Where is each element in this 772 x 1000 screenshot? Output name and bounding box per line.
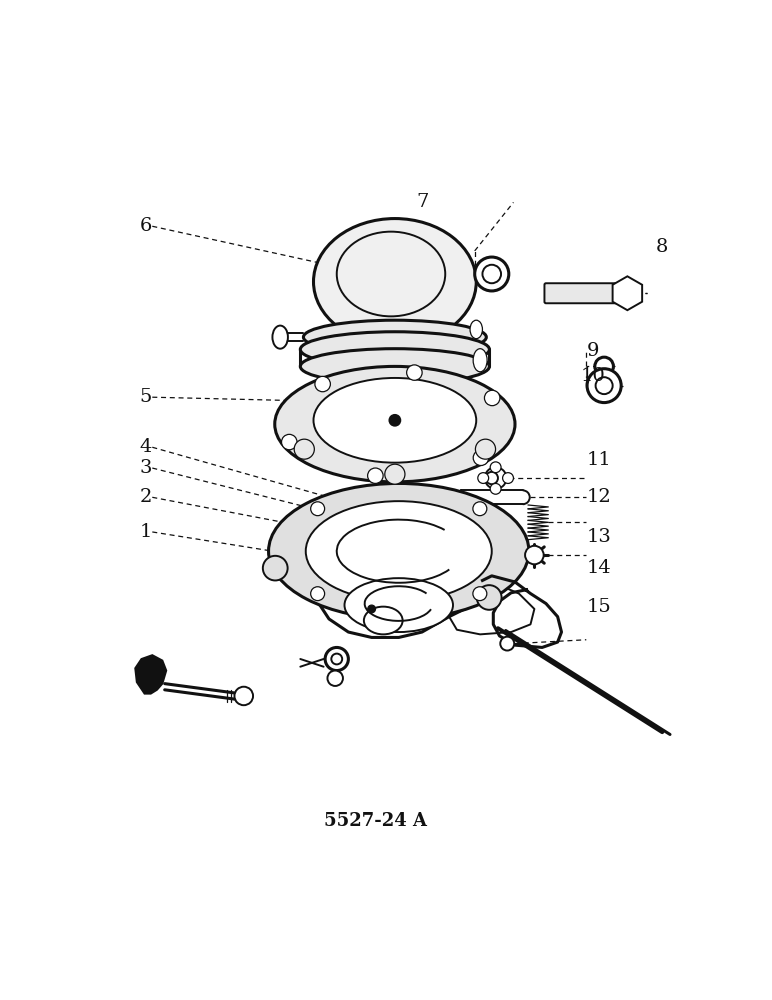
Circle shape bbox=[473, 587, 487, 601]
Text: 15: 15 bbox=[587, 598, 612, 616]
Circle shape bbox=[587, 369, 621, 403]
Ellipse shape bbox=[303, 320, 486, 354]
Ellipse shape bbox=[300, 349, 489, 384]
Text: 4: 4 bbox=[140, 438, 152, 456]
Circle shape bbox=[478, 473, 489, 483]
Text: 7: 7 bbox=[417, 193, 429, 211]
Ellipse shape bbox=[300, 332, 489, 367]
Circle shape bbox=[310, 502, 324, 516]
Circle shape bbox=[331, 654, 342, 664]
Ellipse shape bbox=[313, 378, 476, 463]
Circle shape bbox=[367, 468, 383, 483]
PathPatch shape bbox=[135, 655, 166, 694]
Circle shape bbox=[262, 556, 288, 580]
Ellipse shape bbox=[313, 219, 476, 345]
Text: 10: 10 bbox=[581, 367, 606, 385]
Circle shape bbox=[500, 637, 514, 651]
Ellipse shape bbox=[275, 366, 515, 482]
Ellipse shape bbox=[337, 232, 445, 316]
Circle shape bbox=[476, 439, 496, 459]
Text: 14: 14 bbox=[587, 559, 612, 577]
Text: 6: 6 bbox=[140, 217, 152, 235]
Ellipse shape bbox=[344, 578, 453, 632]
Circle shape bbox=[407, 365, 422, 380]
Text: 11: 11 bbox=[587, 451, 612, 469]
Ellipse shape bbox=[273, 326, 288, 349]
Text: 9: 9 bbox=[587, 342, 600, 360]
Circle shape bbox=[486, 472, 498, 484]
Circle shape bbox=[525, 546, 543, 564]
FancyBboxPatch shape bbox=[544, 283, 621, 303]
Circle shape bbox=[475, 257, 509, 291]
Circle shape bbox=[485, 467, 506, 489]
Circle shape bbox=[594, 357, 614, 376]
Circle shape bbox=[477, 585, 502, 610]
Circle shape bbox=[482, 265, 501, 283]
Circle shape bbox=[282, 434, 297, 450]
Ellipse shape bbox=[269, 483, 529, 619]
Text: 8: 8 bbox=[656, 238, 669, 256]
Circle shape bbox=[490, 483, 501, 494]
Circle shape bbox=[389, 415, 401, 426]
Text: 13: 13 bbox=[587, 528, 612, 546]
Circle shape bbox=[473, 450, 489, 466]
Text: 1: 1 bbox=[140, 523, 152, 541]
Circle shape bbox=[596, 377, 613, 394]
Ellipse shape bbox=[306, 501, 492, 601]
Circle shape bbox=[325, 647, 348, 671]
Ellipse shape bbox=[470, 320, 482, 339]
Circle shape bbox=[490, 462, 501, 473]
Ellipse shape bbox=[473, 349, 487, 372]
Ellipse shape bbox=[364, 607, 403, 634]
Circle shape bbox=[503, 473, 513, 483]
Text: 3: 3 bbox=[140, 459, 152, 477]
Text: 2: 2 bbox=[140, 488, 152, 506]
Circle shape bbox=[384, 464, 405, 484]
Text: 12: 12 bbox=[587, 488, 612, 506]
Text: 5: 5 bbox=[140, 388, 152, 406]
Circle shape bbox=[367, 605, 375, 613]
Circle shape bbox=[315, 376, 330, 392]
Circle shape bbox=[235, 687, 253, 705]
Circle shape bbox=[473, 502, 487, 516]
Text: 5527-24 A: 5527-24 A bbox=[324, 812, 427, 830]
Circle shape bbox=[485, 390, 500, 406]
Circle shape bbox=[310, 587, 324, 601]
Circle shape bbox=[294, 439, 314, 459]
Circle shape bbox=[327, 671, 343, 686]
